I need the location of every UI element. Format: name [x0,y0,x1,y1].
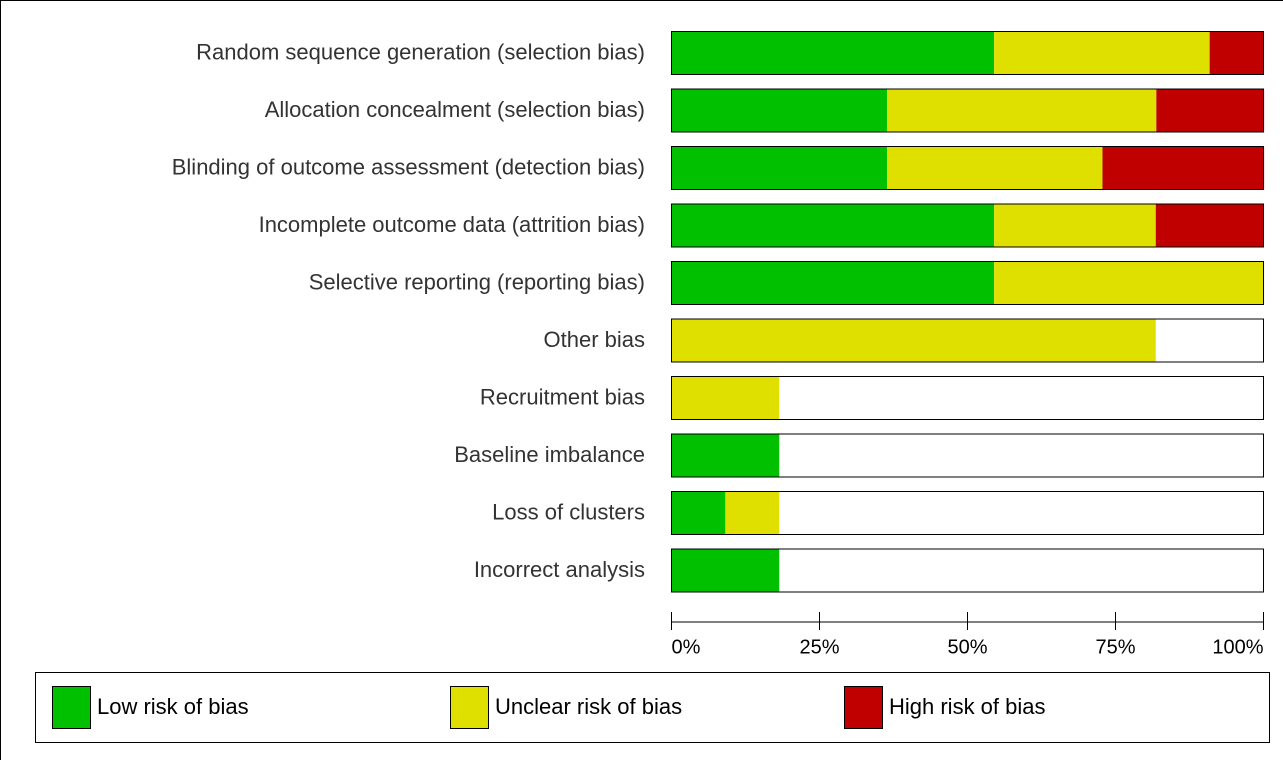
category-label: Incomplete outcome data (attrition bias) [259,212,645,237]
bar-segment [671,319,1156,362]
bar-segment [671,377,780,419]
bar-border [671,491,1264,535]
category-label: Other bias [544,327,646,352]
bar-segment [671,434,780,477]
bar-segment [671,262,995,304]
category-label: Blinding of outcome assessment (detectio… [172,154,645,179]
x-tick-label: 0% [672,636,701,658]
bar-border [671,203,1264,248]
bar-segment [671,492,726,534]
category-label: Allocation concealment (selection bias) [265,97,645,122]
category-label: Baseline imbalance [454,442,645,467]
bar-border [671,146,1264,190]
x-tick-label: 50% [947,636,987,658]
category-label: Selective reporting (reporting bias) [309,269,645,294]
x-tick-label: 75% [1095,636,1135,658]
bar-border [671,88,1264,133]
bar-segment [886,89,1157,132]
bar-border [671,318,1264,363]
legend-label: Unclear risk of bias [495,694,682,719]
bar-segment [1209,32,1264,74]
bar-border [671,31,1264,75]
bar-segment [671,147,887,189]
category-label: Loss of clusters [492,499,645,524]
bar-segment [671,204,995,247]
legend-swatch [52,686,91,729]
category-label: Recruitment bias [480,384,645,409]
legend-swatch [844,686,883,729]
x-tick-label: 100% [1212,636,1263,658]
bar-segment [1102,147,1265,189]
legend-label: High risk of bias [889,694,1046,719]
category-label: Random sequence generation (selection bi… [196,39,645,64]
bar-border [671,433,1264,478]
bar-segment [1156,89,1265,132]
legend-swatch [450,686,489,729]
bar-segment [725,492,780,534]
bar-segment [994,262,1264,304]
bar-segment [994,204,1156,247]
bar-segment [1155,204,1264,247]
bar-border [671,261,1264,305]
category-label: Incorrect analysis [474,557,645,582]
x-tick-label: 25% [799,636,839,658]
legend-label: Low risk of bias [97,694,249,719]
bar-segment [994,32,1210,74]
bar-segment [671,32,995,74]
legend-box [35,672,1270,743]
bar-border [671,548,1264,593]
bar-border [671,376,1264,420]
bar-segment [671,89,887,132]
bar-segment [886,147,1103,189]
bar-segment [671,549,780,592]
